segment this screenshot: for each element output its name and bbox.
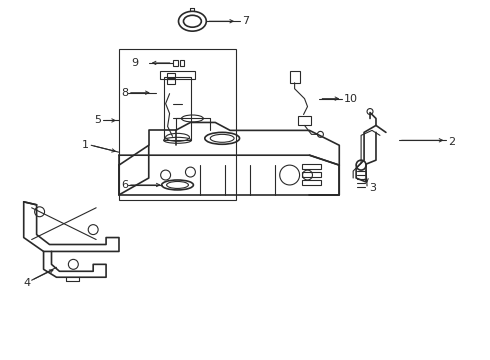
Bar <box>301 180 321 185</box>
Bar <box>301 172 321 177</box>
Text: 10: 10 <box>344 94 358 104</box>
Text: 6: 6 <box>121 180 128 190</box>
Bar <box>167 73 174 78</box>
Bar <box>164 77 192 140</box>
Bar <box>297 116 312 125</box>
Bar <box>119 49 236 200</box>
Bar <box>167 79 174 84</box>
Bar <box>301 164 321 169</box>
Bar <box>290 71 299 83</box>
Bar <box>179 60 184 66</box>
Bar <box>160 71 196 79</box>
Text: 1: 1 <box>82 140 89 150</box>
Text: 5: 5 <box>94 116 101 126</box>
Text: 4: 4 <box>24 278 31 288</box>
Bar <box>172 60 177 66</box>
Text: 2: 2 <box>448 137 456 147</box>
Text: 3: 3 <box>369 183 376 193</box>
Text: 9: 9 <box>132 58 139 68</box>
Text: 7: 7 <box>242 16 249 26</box>
Text: 8: 8 <box>121 88 128 98</box>
